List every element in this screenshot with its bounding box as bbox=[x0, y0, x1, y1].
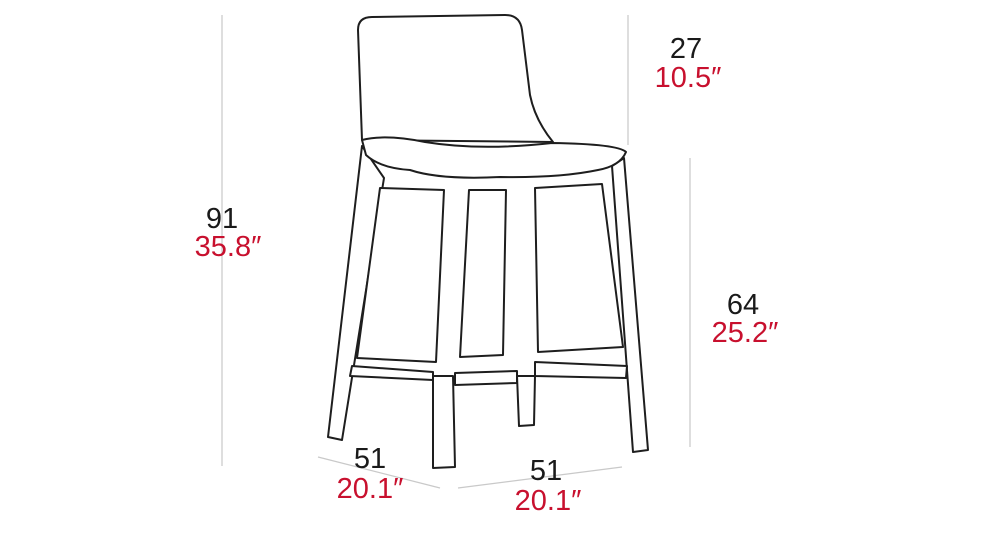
depth-line bbox=[317, 456, 441, 489]
dimension-cm: 64 bbox=[727, 289, 759, 321]
leg bbox=[327, 145, 385, 441]
width-line bbox=[457, 466, 623, 489]
stool bbox=[327, 14, 649, 469]
leg bbox=[432, 375, 456, 469]
side-panel bbox=[534, 183, 624, 353]
leg bbox=[516, 375, 536, 427]
dimension-cm: 51 bbox=[530, 455, 562, 487]
dimension-cm: 51 bbox=[354, 443, 386, 475]
dimension-inches: 25.2″ bbox=[712, 317, 779, 349]
dimension-inches: 20.1″ bbox=[515, 485, 582, 517]
side-panel bbox=[356, 187, 445, 363]
rail bbox=[534, 361, 628, 379]
side-panel bbox=[459, 189, 507, 358]
dimension-cm: 27 bbox=[670, 33, 702, 65]
dimension-inches: 20.1″ bbox=[337, 473, 404, 505]
dimension-cm: 91 bbox=[206, 203, 238, 235]
seat bbox=[361, 136, 627, 179]
dimension-inches: 35.8″ bbox=[195, 231, 262, 263]
dimension-inches: 10.5″ bbox=[655, 62, 722, 94]
rail bbox=[454, 370, 518, 386]
backrest bbox=[357, 14, 554, 143]
rail bbox=[349, 365, 434, 381]
